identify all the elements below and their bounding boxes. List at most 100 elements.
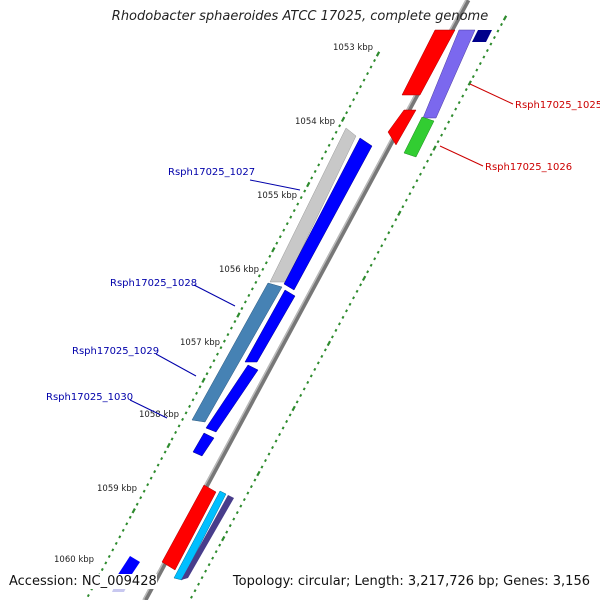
tick-mark	[240, 306, 244, 311]
tick-mark	[390, 224, 394, 228]
tick-mark	[366, 72, 370, 76]
gene-label[interactable]: Rsph17025_1030	[46, 392, 133, 403]
tick-mark	[191, 398, 195, 402]
tick-mark	[156, 463, 160, 467]
tick-mark	[274, 439, 278, 443]
tick-mark	[352, 98, 356, 102]
tick-mark	[359, 85, 363, 89]
tick-mark	[289, 215, 293, 219]
tick-mark	[226, 333, 230, 337]
tick-mark	[225, 530, 229, 534]
gene-feature-dark-slate	[181, 495, 234, 580]
gene-feature-red-lower	[161, 484, 217, 571]
gene-feature-blue-long	[283, 137, 373, 291]
tick-dots-right	[190, 15, 508, 599]
tick-mark	[200, 576, 204, 580]
tick-mark	[306, 181, 311, 188]
tick-mark	[337, 322, 341, 326]
tick-mark	[306, 380, 310, 385]
tick-mark	[242, 498, 246, 502]
tick-mark	[163, 450, 167, 454]
tick-label: 1053 kbp	[333, 43, 373, 53]
tick-mark	[228, 524, 232, 528]
gene-feature-rsph17025-1030[interactable]	[192, 432, 215, 457]
gene-labels: Rsph17025_1025 Rsph17025_1026 Rsph17025_10…	[46, 83, 600, 419]
tick-mark	[383, 237, 387, 241]
gene-feature-rsph17025-1028[interactable]	[191, 282, 283, 423]
gene-label[interactable]: Rsph17025_1026	[485, 162, 572, 173]
tick-mark	[478, 61, 482, 66]
tick-mark	[324, 150, 328, 154]
tick-mark	[292, 209, 296, 213]
tick-mark	[184, 411, 188, 415]
tick-mark	[236, 312, 241, 318]
tick-mark	[212, 359, 216, 363]
tick-label: 1058 kbp	[139, 410, 179, 420]
tick-mark	[317, 163, 321, 167]
tick-mark	[299, 195, 303, 200]
tick-mark	[340, 116, 346, 122]
accession-text: Accession: NC_009428	[9, 574, 157, 589]
tick-mark	[334, 328, 338, 332]
tick-mark	[443, 127, 447, 131]
tick-mark	[174, 430, 178, 435]
tick-mark	[149, 476, 153, 480]
tick-mark	[334, 130, 338, 134]
gene-label[interactable]: Rsph17025_1029	[72, 346, 159, 357]
tick-mark	[135, 502, 139, 506]
tick-mark	[411, 185, 415, 189]
tick-mark	[331, 137, 335, 141]
tick-label: 1055 kbp	[257, 191, 297, 201]
tick-mark	[253, 478, 257, 482]
tick-mark	[160, 457, 164, 461]
gene-feature-rsph17025-1025[interactable]	[422, 29, 476, 119]
gene-feature-rsph17025-1026[interactable]	[403, 116, 435, 158]
tick-mark	[296, 202, 300, 206]
tick-mark	[249, 484, 253, 489]
tick-mark	[271, 445, 275, 450]
tick-label: 1054 kbp	[295, 117, 335, 127]
tick-mark	[285, 222, 289, 226]
tick-mark	[387, 231, 391, 235]
gene-label[interactable]: Rsph17025_1025	[515, 100, 600, 111]
tick-mark	[268, 254, 272, 258]
tick-mark	[246, 491, 250, 495]
tick-mark	[264, 458, 267, 463]
tick-mark	[232, 517, 236, 521]
gene-label[interactable]: Rsph17025_1027	[168, 167, 255, 178]
tick-mark	[195, 391, 199, 395]
tick-mark	[285, 419, 289, 424]
gene-feature-rsph17025-1029[interactable]	[244, 289, 296, 363]
tick-mark	[215, 352, 219, 356]
gene-feature-rsph17025-1027[interactable]	[269, 127, 357, 283]
tick-mark	[209, 365, 212, 369]
tick-mark	[341, 315, 345, 319]
tick-mark	[188, 404, 192, 408]
tick-labels: 1053 kbp 1054 kbp 1055 kbp 1056 kbp 1057 kbp…	[54, 43, 373, 565]
gene-label-leader	[469, 83, 514, 105]
tick-mark	[303, 189, 307, 193]
tick-mark	[193, 589, 197, 593]
tick-mark	[190, 595, 193, 599]
tick-mark	[142, 489, 146, 493]
tick-mark	[111, 548, 115, 552]
tick-label: 1057 kbp	[180, 338, 220, 348]
tick-mark	[345, 111, 349, 115]
tick-mark	[267, 452, 271, 456]
tick-mark	[201, 377, 206, 383]
tick-mark	[485, 48, 489, 53]
tick-mark	[447, 120, 451, 124]
tick-mark	[247, 293, 251, 298]
tick-mark	[369, 65, 373, 69]
tick-mark	[323, 348, 327, 352]
tick-mark	[221, 535, 226, 542]
tick-mark	[302, 387, 306, 391]
tick-mark	[229, 326, 233, 330]
tick-mark	[288, 413, 292, 417]
tick-mark	[464, 88, 468, 92]
tick-mark	[260, 465, 264, 469]
tick-mark	[457, 101, 461, 105]
gene-label[interactable]: Rsph17025_1028	[110, 278, 197, 289]
